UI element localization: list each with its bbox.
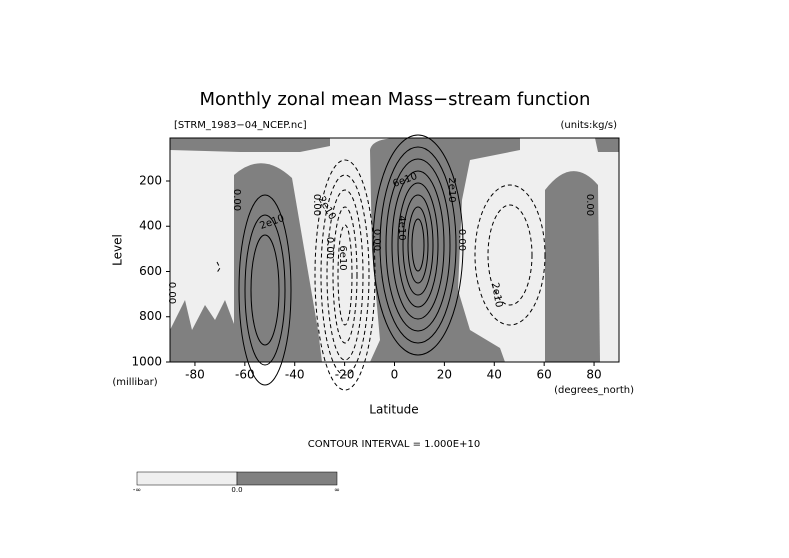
contour-line (372, 134, 464, 356)
contour-label: 0.00 (371, 229, 382, 251)
contour-line (244, 214, 286, 366)
contour-line (238, 194, 292, 386)
contour-line (487, 204, 533, 306)
contour-interval: CONTOUR INTERVAL = 1.000E+10 (308, 439, 480, 450)
contour-label: 0.00 (324, 237, 335, 259)
subtitle-right: (units:kg/s) (561, 120, 618, 131)
contour-line (407, 206, 429, 284)
y-tick-label: 200 (139, 173, 162, 187)
contour-label: 0.00 (231, 189, 242, 211)
positive-region (370, 138, 520, 362)
x-tick-label: 40 (487, 368, 502, 382)
colorbar-positive (236, 471, 338, 486)
subtitle-left: [STRM_1983−04_NCEP.nc] (174, 120, 307, 131)
y-tick-label: 400 (139, 219, 162, 233)
x-tick-label: -60 (235, 368, 255, 382)
colorbar-label: ∞ (334, 486, 340, 494)
contour-label: 2e10 (489, 282, 504, 309)
contour-line (385, 158, 451, 332)
y-tick-label: 600 (139, 264, 162, 278)
x-tick-label: 20 (437, 368, 452, 382)
contour-line (326, 189, 364, 361)
contour-label: 2e10 (446, 177, 457, 202)
y-axis-label: Level (111, 234, 125, 266)
contour-line (215, 261, 221, 275)
x-tick-label: 80 (586, 368, 601, 382)
contour-label: 6e10 (337, 245, 348, 270)
positive-region (170, 300, 262, 362)
contour-line (332, 206, 358, 344)
y-tick-label: 1000 (131, 355, 162, 369)
colorbar (136, 471, 338, 486)
colorbar-label: 0.0 (231, 486, 242, 494)
positive-region (595, 138, 619, 152)
positive-region (170, 138, 330, 152)
plot-field (169, 134, 620, 391)
chart-title: Monthly zonal mean Mass−stream function (200, 89, 591, 110)
x-axis-label: Latitude (369, 403, 418, 417)
y-tick-label: 800 (139, 309, 162, 323)
positive-region (234, 163, 322, 362)
colorbar-negative (136, 471, 238, 486)
contour-line (474, 184, 546, 326)
x-tick-label: -80 (185, 368, 205, 382)
contour-lines (215, 134, 546, 391)
positive-region (545, 171, 600, 362)
contour-label: 0.00 (584, 194, 595, 216)
x-tick-label: 60 (537, 368, 552, 382)
contour-line (397, 182, 439, 308)
x-tick-label: 0 (391, 368, 399, 382)
x-axis-unit: (degrees_north) (554, 385, 634, 396)
colorbar-label: -∞ (133, 486, 141, 494)
contour-label: 4e10 (396, 215, 407, 240)
contour-line (337, 224, 353, 326)
contour-line (250, 234, 280, 346)
contour-line (411, 218, 425, 272)
contour-label: 0.00 (311, 194, 322, 216)
contour-label: 0.00 (166, 282, 177, 304)
y-axis-unit: (millibar) (112, 377, 157, 388)
contour-label: 0.00 (456, 229, 467, 251)
contour-line (391, 170, 445, 320)
contour-line (320, 174, 370, 376)
contour-line (402, 194, 434, 296)
contour-line (379, 146, 457, 344)
x-tick-label: -40 (285, 368, 305, 382)
x-tick-label: -20 (335, 368, 355, 382)
